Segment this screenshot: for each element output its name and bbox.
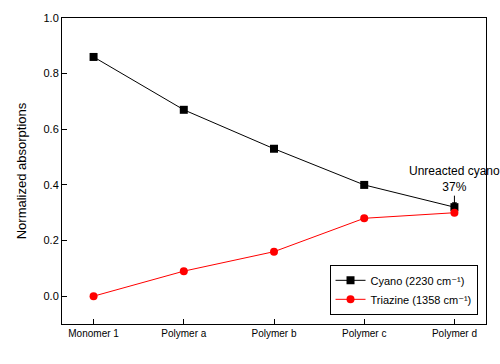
svg-text:Unreacted cyano37%: Unreacted cyano37%: [409, 164, 500, 194]
svg-text:Cyano (2230 cm⁻¹): Cyano (2230 cm⁻¹): [371, 275, 465, 287]
svg-text:Polymer b: Polymer b: [251, 328, 296, 339]
svg-text:0.8: 0.8: [44, 67, 59, 79]
svg-text:0.4: 0.4: [44, 179, 59, 191]
svg-text:Polymer c: Polymer c: [342, 328, 386, 339]
svg-text:Monomer 1: Monomer 1: [68, 328, 119, 339]
svg-text:0.0: 0.0: [44, 290, 59, 302]
svg-text:Normalized absorptions: Normalized absorptions: [14, 102, 29, 239]
svg-text:1.0: 1.0: [44, 12, 59, 24]
svg-text:Polymer a: Polymer a: [161, 328, 206, 339]
svg-text:Polymer d: Polymer d: [432, 328, 477, 339]
svg-text:Triazine (1358 cm⁻¹): Triazine (1358 cm⁻¹): [371, 294, 472, 306]
svg-text:0.2: 0.2: [44, 234, 59, 246]
svg-text:0.6: 0.6: [44, 123, 59, 135]
